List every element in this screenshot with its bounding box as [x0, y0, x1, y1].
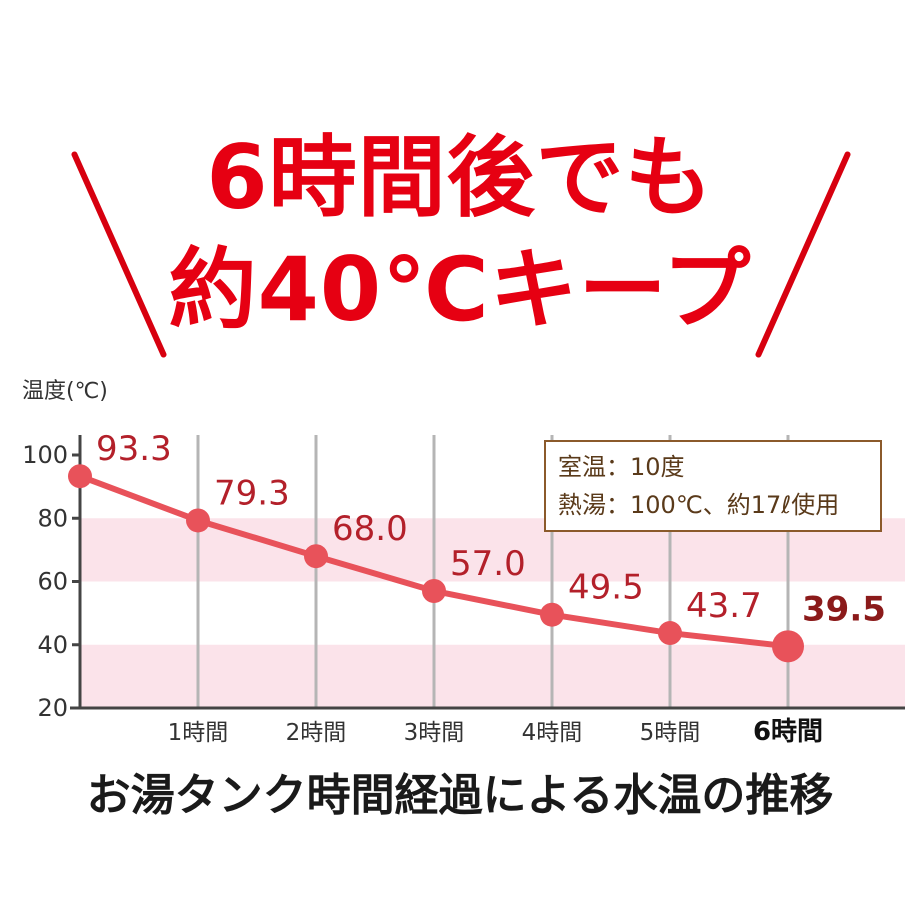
data-label: 49.5 [568, 568, 644, 608]
headline-line-1: 6時間後でも [206, 126, 714, 229]
x-tick-label: 2時間 [286, 720, 347, 746]
data-point [304, 544, 328, 569]
legend-room-temp: 室温：10度 [558, 453, 685, 481]
data-point [68, 464, 92, 489]
data-point [186, 508, 210, 533]
x-tick-label: 3時間 [404, 720, 465, 746]
y-tick-label: 40 [37, 631, 68, 659]
data-point [540, 602, 564, 627]
x-tick-label: 1時間 [168, 720, 229, 746]
data-label: 93.3 [96, 429, 172, 469]
x-tick-label: 6時間 [753, 717, 823, 747]
data-point [422, 578, 446, 603]
data-label: 43.7 [686, 586, 762, 626]
chart-subtitle: お湯タンク時間経過による水温の推移 [86, 770, 834, 821]
x-tick-label: 4時間 [522, 720, 583, 746]
data-label: 68.0 [332, 509, 408, 549]
x-tick-label: 5時間 [640, 720, 701, 746]
y-tick-label: 100 [22, 441, 68, 469]
legend-box: 室温：10度 熱湯：100℃、約17ℓ使用 [544, 440, 882, 532]
y-tick-label: 60 [37, 568, 68, 596]
data-point [658, 621, 682, 646]
temperature-line-chart: 100 80 60 40 20 温度(℃) 1時間 2時間 3時間 4時間 5時間 6時間 93.3 79… [22, 379, 905, 747]
legend-hot-water: 熱湯：100℃、約17ℓ使用 [558, 491, 840, 519]
headline-line-2: 約40℃キープ [168, 238, 752, 341]
band-40-20 [80, 644, 905, 708]
data-label: 39.5 [802, 589, 886, 629]
y-tick-label: 20 [37, 694, 68, 722]
data-label: 57.0 [450, 544, 526, 584]
data-label: 79.3 [214, 473, 290, 513]
y-axis-title: 温度(℃) [22, 379, 108, 404]
y-tick-label: 80 [37, 504, 68, 532]
data-point [772, 630, 804, 663]
